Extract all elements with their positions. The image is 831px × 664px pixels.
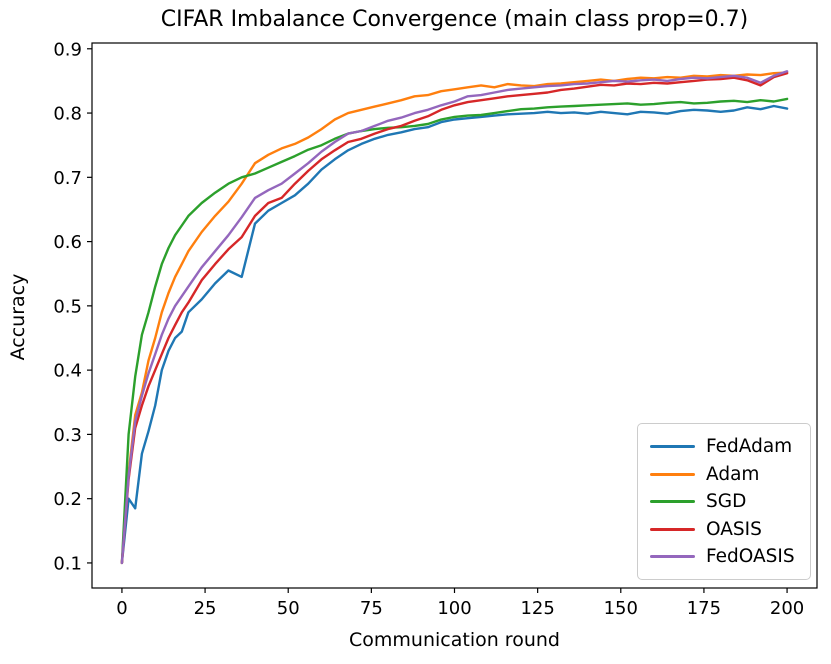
y-tick-label: 0.1 bbox=[53, 553, 82, 574]
x-axis-label: Communication round bbox=[349, 629, 560, 651]
y-tick-label: 0.2 bbox=[53, 489, 82, 510]
x-tick-label: 125 bbox=[520, 598, 554, 619]
y-tick-label: 0.6 bbox=[53, 232, 82, 253]
legend-entry-oasis: OASIS bbox=[650, 516, 800, 544]
legend-line-sample bbox=[650, 472, 695, 476]
x-tick-label: 75 bbox=[360, 598, 383, 619]
x-tick-label: 200 bbox=[770, 598, 804, 619]
x-tick-label: 25 bbox=[194, 598, 217, 619]
legend-label: FedAdam bbox=[706, 436, 793, 458]
x-tick-label: 0 bbox=[116, 598, 127, 619]
legend-entry-fedadam: FedAdam bbox=[650, 433, 800, 461]
y-tick-label: 0.7 bbox=[53, 168, 82, 189]
y-tick-label: 0.5 bbox=[53, 296, 82, 317]
legend-entry-fedoasis: FedOASIS bbox=[650, 543, 800, 571]
x-tick-label: 175 bbox=[687, 598, 721, 619]
y-tick-label: 0.9 bbox=[53, 39, 82, 60]
chart-title: CIFAR Imbalance Convergence (main class … bbox=[160, 7, 749, 32]
x-tick-label: 50 bbox=[277, 598, 300, 619]
legend-entry-adam: Adam bbox=[650, 461, 800, 489]
x-tick-label: 100 bbox=[437, 598, 471, 619]
legend-label: OASIS bbox=[706, 518, 762, 540]
y-tick-label: 0.8 bbox=[53, 104, 82, 125]
series-line-fedoasis bbox=[120, 70, 789, 565]
legend-line-sample bbox=[650, 527, 695, 531]
legend-entry-sgd: SGD bbox=[650, 488, 800, 516]
series-line-sgd bbox=[120, 97, 789, 565]
x-tick-label: 150 bbox=[604, 598, 638, 619]
series-line-fedadam bbox=[120, 104, 789, 565]
legend-line-sample bbox=[650, 445, 695, 449]
y-tick-label: 0.4 bbox=[53, 361, 82, 382]
legend: FedAdam Adam SGD OASIS FedOASIS bbox=[637, 423, 811, 580]
series-line-oasis bbox=[120, 71, 789, 565]
legend-label: Adam bbox=[706, 463, 760, 485]
legend-line-sample bbox=[650, 500, 695, 504]
y-axis-label: Accuracy bbox=[7, 273, 29, 361]
series-line-adam bbox=[120, 71, 789, 565]
legend-label: SGD bbox=[706, 491, 747, 513]
legend-line-sample bbox=[650, 555, 695, 559]
y-tick-label: 0.3 bbox=[53, 425, 82, 446]
legend-label: FedOASIS bbox=[706, 546, 795, 568]
